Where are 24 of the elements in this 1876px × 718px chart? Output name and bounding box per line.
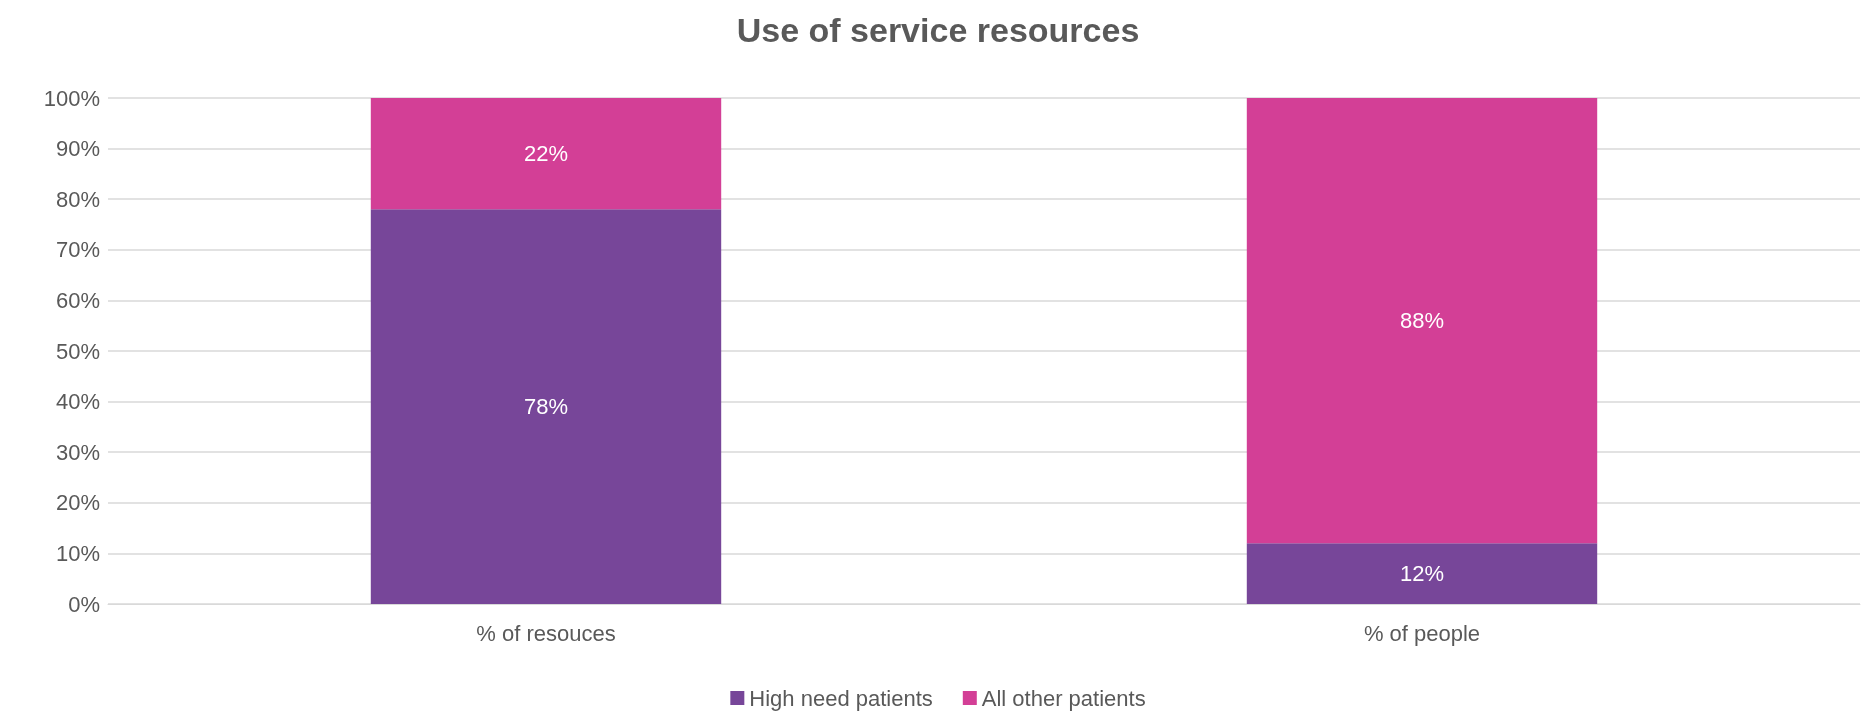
y-tick-label: 10%: [55, 540, 100, 566]
bar: [370, 209, 722, 604]
y-tick-label: 80%: [55, 186, 100, 212]
y-tick-label: 50%: [55, 338, 100, 364]
chart-title: Use of service resources: [736, 11, 1140, 49]
bar: [1246, 543, 1598, 604]
bar: [1246, 98, 1598, 544]
y-tick-label: 70%: [55, 237, 100, 263]
y-tick-label: 90%: [55, 136, 100, 162]
x-tick-label: % of resouces: [476, 620, 616, 646]
legend-label: All other patients: [981, 685, 1146, 711]
y-tick-label: 30%: [55, 439, 100, 465]
data-label: 78%: [523, 394, 569, 420]
y-tick-label: 0%: [68, 591, 100, 617]
bar: [370, 98, 722, 210]
legend-label: High need patients: [749, 685, 933, 711]
data-label: 88%: [1399, 308, 1445, 334]
data-label: 22%: [523, 141, 569, 167]
y-tick-label: 40%: [55, 389, 100, 415]
y-tick-label: 100%: [43, 85, 100, 111]
y-tick-label: 20%: [55, 490, 100, 516]
x-tick-label: % of people: [1363, 620, 1481, 646]
data-label: 12%: [1399, 561, 1445, 587]
y-tick-label: 60%: [55, 287, 100, 313]
